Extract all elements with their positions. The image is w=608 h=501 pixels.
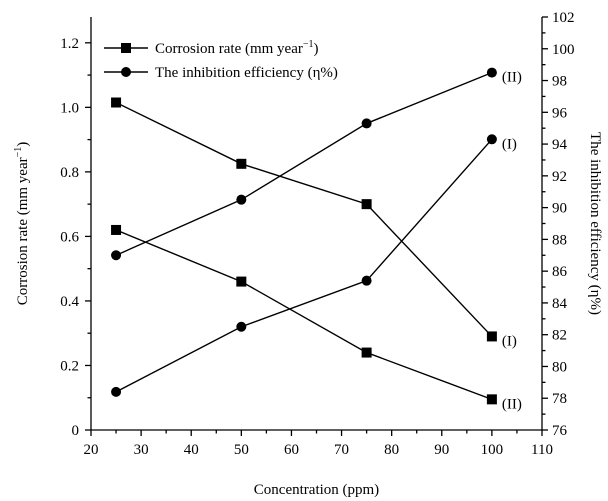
series-line — [115, 101, 493, 337]
legend: Corrosion rate (mm year−1) The inhibition… — [104, 39, 338, 81]
x-tick-label: 40 — [184, 442, 199, 458]
data-point-circle — [111, 386, 122, 397]
y-right-tick-label: 76 — [552, 423, 568, 439]
y-left-axis-title-main: Corrosion rate (mm year — [15, 157, 31, 305]
legend-label: Corrosion rate (mm year−1) — [155, 39, 319, 57]
series-3: (I) — [111, 134, 517, 397]
series-tag-label: (II) — [502, 396, 522, 412]
series-layer: (I) (II) (I) (II) — [111, 67, 522, 412]
data-point-circle — [236, 321, 247, 332]
y-right-tick-label: 84 — [552, 296, 568, 312]
y-right-tick-label: 98 — [552, 74, 567, 90]
legend-marker-circle — [121, 67, 131, 77]
y-right-tick-label: 102 — [552, 10, 575, 26]
y-right-tick-label: 90 — [552, 201, 567, 217]
y-right-tick-label: 96 — [552, 105, 568, 121]
series-2: (II) — [111, 224, 522, 412]
legend-item: The inhibition efficiency (η%) — [104, 65, 338, 81]
data-point-square — [111, 224, 122, 235]
legend-marker-square — [121, 43, 131, 53]
x-tick-label: 80 — [384, 442, 399, 458]
y-right-tick-label: 92 — [552, 169, 567, 185]
data-point-square — [361, 199, 372, 210]
x-tick-label: 50 — [234, 442, 249, 458]
data-point-square — [361, 347, 372, 358]
data-point-circle — [486, 134, 497, 145]
series-tag-label: (I) — [502, 136, 517, 152]
y-left-axis-title-sup: −1 — [13, 147, 24, 158]
x-tick-label: 110 — [531, 442, 553, 458]
series-line — [115, 71, 493, 256]
series-line — [115, 229, 493, 401]
y-right-tick-label: 88 — [552, 232, 567, 248]
y-left-axis-title-close: ) — [15, 142, 31, 147]
y-right-tick-label: 100 — [552, 42, 575, 58]
y-left-axis-title: Corrosion rate (mm year−1) — [13, 142, 31, 306]
series-tag-label: (II) — [502, 70, 522, 86]
y-right-tick-label: 82 — [552, 328, 567, 344]
x-tick-label: 60 — [284, 442, 299, 458]
x-tick-label: 20 — [84, 442, 99, 458]
y-right-axis-title: The inhibition efficiency (η%) — [587, 132, 603, 315]
x-tick-label: 30 — [134, 442, 149, 458]
y-left-tick-label: 0.2 — [60, 358, 79, 374]
series-4: (II) — [111, 67, 522, 261]
y-right-tick-label: 94 — [552, 137, 568, 153]
axes: 20 30 40 50 60 70 80 90 100 110 0 0.2 0.4 0.6 0.8 1.0 1.… — [60, 10, 574, 458]
data-point-square — [236, 276, 247, 287]
y-left-tick-label: 0.6 — [60, 229, 79, 245]
series-line — [115, 138, 493, 393]
y-right-tick-label: 78 — [552, 391, 567, 407]
series-tag-label: (I) — [502, 333, 517, 349]
data-point-circle — [236, 194, 247, 205]
y-left-tick-label: 0.8 — [60, 165, 79, 181]
data-point-circle — [111, 250, 122, 261]
y-left-tick-label: 1.2 — [60, 36, 79, 52]
data-point-square — [111, 97, 122, 108]
legend-item: Corrosion rate (mm year−1) — [104, 39, 319, 57]
x-tick-label: 90 — [434, 442, 449, 458]
x-tick-label: 100 — [481, 442, 504, 458]
legend-label: The inhibition efficiency (η%) — [155, 65, 338, 81]
data-point-circle — [486, 67, 497, 78]
y-left-tick-label: 0.4 — [60, 294, 79, 310]
y-right-tick-label: 86 — [552, 264, 568, 280]
x-axis-title: Concentration (ppm) — [254, 482, 379, 498]
data-point-circle — [361, 275, 372, 286]
y-left-tick-label: 1.0 — [60, 100, 79, 116]
data-point-circle — [361, 118, 372, 129]
y-right-tick-label: 80 — [552, 359, 567, 375]
series-1: (I) — [111, 97, 517, 349]
data-point-square — [486, 394, 497, 405]
data-point-square — [236, 158, 247, 169]
y-left-tick-label: 0 — [72, 423, 80, 439]
x-tick-label: 70 — [334, 442, 349, 458]
data-point-square — [486, 331, 497, 342]
